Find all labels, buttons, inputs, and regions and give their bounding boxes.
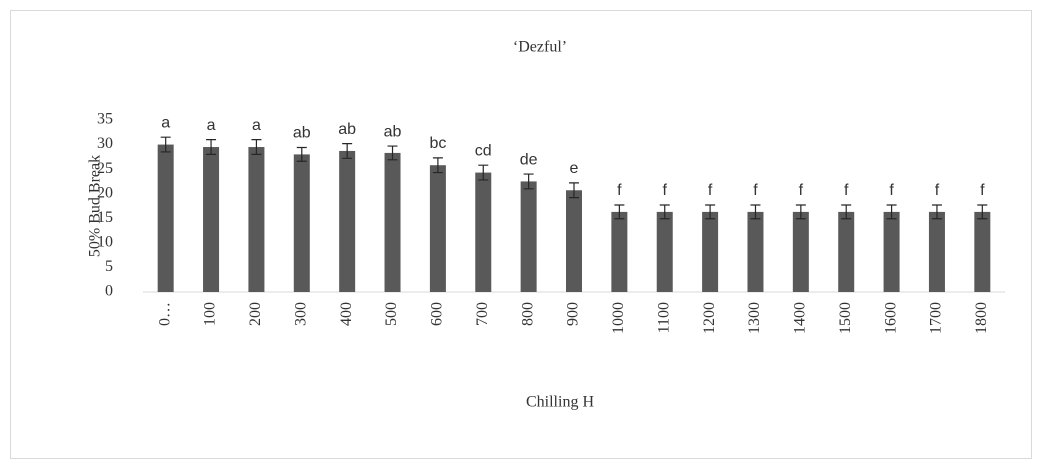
group-letter: ab xyxy=(384,123,402,140)
error-bar xyxy=(659,204,670,220)
x-tick-label: 0… xyxy=(156,302,173,326)
x-tick-label: 1400 xyxy=(792,302,809,334)
x-tick-label: 1300 xyxy=(746,302,763,334)
group-letter: a xyxy=(252,117,261,134)
error-bar xyxy=(160,136,171,153)
group-letter: ab xyxy=(293,125,311,142)
error-bar xyxy=(296,146,307,162)
error-bar xyxy=(569,182,579,199)
group-letter: de xyxy=(520,151,538,168)
error-bar xyxy=(523,173,534,190)
bar xyxy=(248,147,265,292)
x-tick-label: 500 xyxy=(383,302,400,326)
error-bar xyxy=(886,204,897,220)
x-tick-label: 1700 xyxy=(928,302,945,334)
bar xyxy=(702,211,719,292)
error-bar xyxy=(251,139,262,155)
bar xyxy=(928,211,945,292)
group-letter: a xyxy=(207,117,216,134)
bar xyxy=(384,152,401,292)
group-letter: f xyxy=(753,182,758,199)
x-tick-label: 700 xyxy=(474,302,491,326)
bar xyxy=(157,144,174,292)
group-letter: f xyxy=(617,182,622,199)
bar xyxy=(838,211,855,292)
group-letter: f xyxy=(663,182,668,199)
y-tick-label: 10 xyxy=(97,234,113,251)
bar xyxy=(747,211,764,292)
x-tick-label: 900 xyxy=(565,302,582,326)
group-letter: bc xyxy=(429,135,446,152)
bar xyxy=(475,172,492,292)
y-axis-label: 50% Bud Break xyxy=(87,155,104,257)
x-tick-label: 200 xyxy=(247,302,264,326)
error-bar xyxy=(795,204,806,220)
bar xyxy=(792,211,809,292)
x-tick-label: 1200 xyxy=(701,302,718,334)
group-letter: f xyxy=(844,182,849,199)
bar xyxy=(520,181,537,292)
bar xyxy=(566,190,582,292)
error-bar xyxy=(931,204,942,220)
y-tick-label: 25 xyxy=(97,160,113,177)
group-letter: f xyxy=(980,182,985,199)
error-bar xyxy=(206,139,217,155)
x-tick-label: 1500 xyxy=(837,302,854,334)
bar xyxy=(611,211,628,292)
group-letter: cd xyxy=(475,142,492,159)
group-letter: f xyxy=(708,182,713,199)
x-tick-label: 1800 xyxy=(973,302,990,334)
error-bar xyxy=(432,157,443,174)
group-letter: a xyxy=(161,114,170,131)
x-tick-label: 400 xyxy=(338,302,355,326)
y-tick-label: 0 xyxy=(105,283,113,300)
x-tick-label: 1600 xyxy=(882,302,899,334)
error-bar xyxy=(478,164,489,181)
bar xyxy=(429,165,446,292)
bar xyxy=(339,150,356,292)
error-bar xyxy=(841,204,852,220)
error-bar xyxy=(750,204,761,220)
group-letter: ab xyxy=(338,121,356,138)
group-letter: e xyxy=(570,160,579,177)
bar xyxy=(203,147,220,292)
x-tick-label: 600 xyxy=(429,302,446,326)
x-axis-label: Chilling H xyxy=(526,394,594,411)
bar xyxy=(883,211,900,292)
x-tick-label: 1000 xyxy=(610,302,627,334)
error-bar xyxy=(705,204,716,220)
group-letter: f xyxy=(889,182,894,199)
bar xyxy=(293,154,310,292)
error-bar xyxy=(387,145,398,161)
y-tick-label: 30 xyxy=(97,135,113,152)
y-tick-label: 35 xyxy=(97,111,113,128)
x-tick-label: 300 xyxy=(292,302,309,326)
bar xyxy=(656,211,673,292)
x-tick-label: 1100 xyxy=(655,302,672,333)
y-tick-label: 20 xyxy=(97,184,113,201)
group-letter: f xyxy=(799,182,804,199)
chart-title: ‘Dezful’ xyxy=(513,39,567,56)
error-bar xyxy=(614,204,625,220)
y-tick-label: 5 xyxy=(105,258,113,275)
x-tick-label: 800 xyxy=(519,302,536,326)
x-tick-label: 100 xyxy=(202,302,219,326)
error-bar xyxy=(342,142,353,159)
bar xyxy=(974,211,991,292)
y-tick-label: 15 xyxy=(97,209,113,226)
group-letter: f xyxy=(935,182,940,199)
error-bar xyxy=(977,204,988,220)
